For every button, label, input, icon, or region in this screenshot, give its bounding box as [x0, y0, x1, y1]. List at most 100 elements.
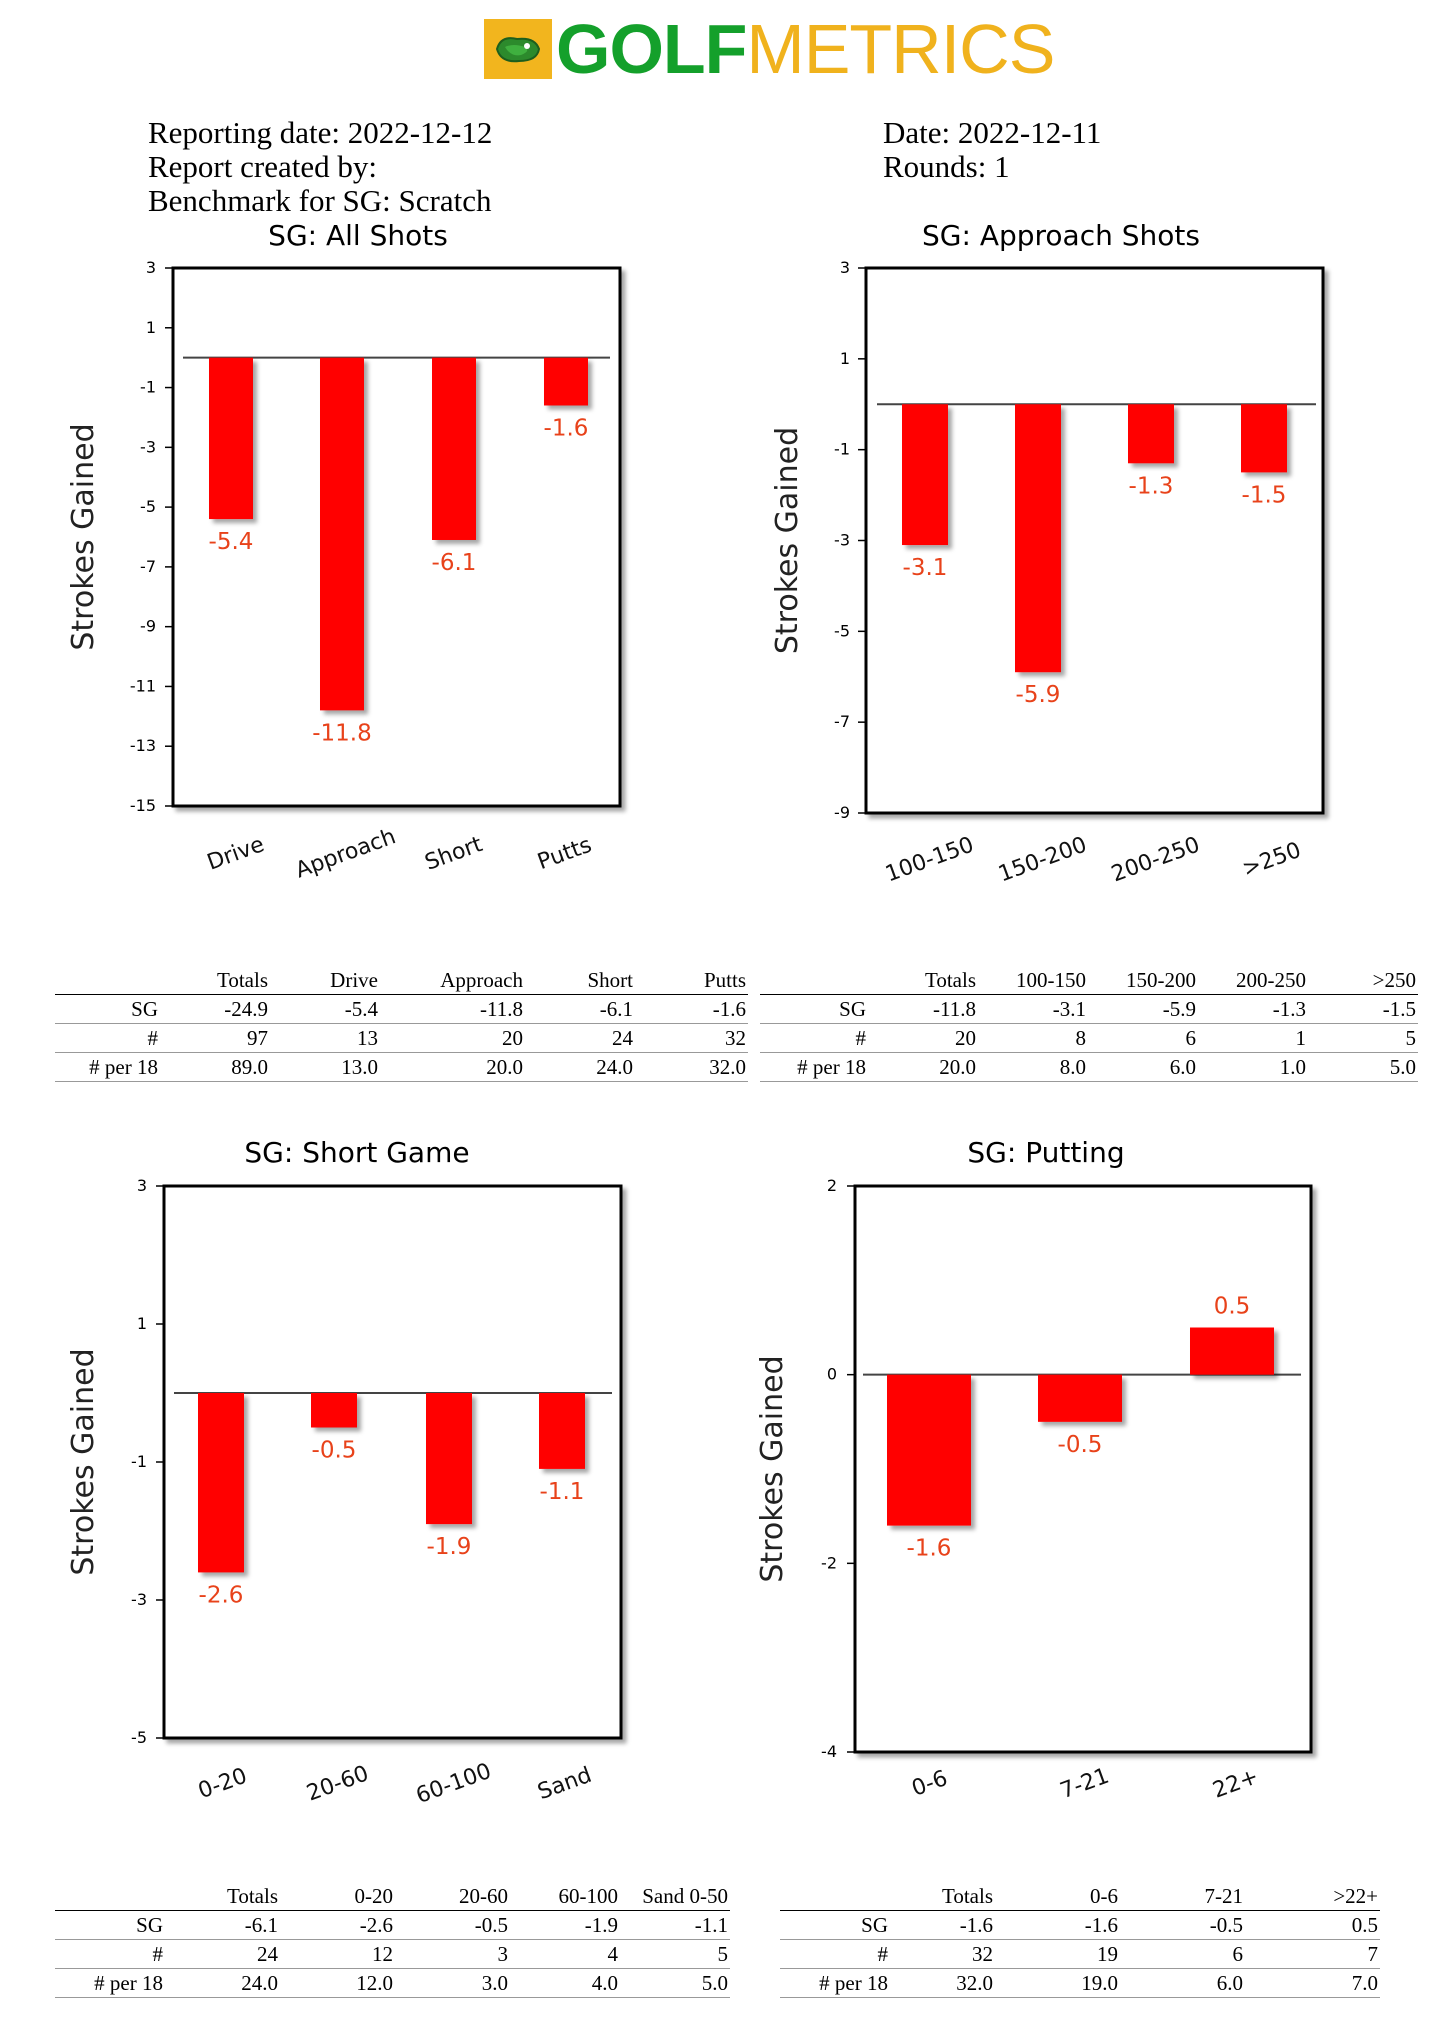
column-header: Approach	[380, 966, 525, 995]
y-tick-label: 1	[146, 318, 156, 337]
bar-0-20	[198, 1393, 244, 1573]
table-cell: 19.0	[995, 1968, 1120, 1998]
y-tick-label: 1	[137, 1314, 147, 1333]
column-header: Putts	[635, 966, 748, 995]
brand-metrics: METRICS	[746, 10, 1055, 88]
table-cell: -6.1	[525, 994, 635, 1024]
table-cell: 12.0	[280, 1968, 395, 1998]
table-putting: Totals 0-6 7-21 >22+ SG -1.6 -1.6 -0.5 0.5 #32 19 6…	[780, 1882, 1380, 1998]
y-tick-label: -3	[834, 531, 850, 550]
row-label: #	[760, 1023, 868, 1053]
table-row: # per 18 20.0 8.0 6.0 1.0 5.0	[760, 1052, 1418, 1082]
brand-golf: GOLF	[556, 10, 747, 88]
y-axis-label: Strokes Gained	[770, 427, 805, 654]
table-row: # per 18 32.0 19.0 6.0 7.0	[780, 1968, 1380, 1998]
y-tick-label: -1	[131, 1452, 147, 1471]
report-meta-right: Date: 2022-12-11 Rounds: 1	[883, 116, 1101, 184]
table-corner	[760, 966, 868, 995]
chart-title: SG: Putting	[967, 1136, 1124, 1169]
table-corner	[55, 1882, 165, 1911]
table-cell: 5.0	[620, 1968, 730, 1998]
y-tick-label: 3	[137, 1176, 147, 1195]
table-row: # per 18 24.0 12.0 3.0 4.0 5.0	[55, 1968, 730, 1998]
table-cell: -1.9	[510, 1910, 620, 1940]
table-cell: 6.0	[1088, 1052, 1198, 1082]
table-cell: -2.6	[280, 1910, 395, 1940]
table-cell: 20.0	[380, 1052, 525, 1082]
x-tick-label: 200-250	[1108, 832, 1203, 887]
table-cell: -11.8	[868, 994, 978, 1024]
bar-Sand	[539, 1393, 585, 1469]
column-header: Totals	[868, 966, 978, 995]
table-cell: -6.1	[165, 1910, 280, 1940]
table-cell: 4	[510, 1939, 620, 1969]
chart-approach-shots: SG: Approach Shots 3 1 -1 -3 -5 -7 -9 Strokes Ga…	[770, 219, 1325, 887]
report-created-by: Report created by:	[148, 149, 377, 184]
table-cell: 13	[270, 1023, 380, 1053]
bar-60-100	[426, 1393, 472, 1525]
chart-title: SG: Short Game	[244, 1136, 469, 1169]
chart-all-shots: SG: All Shots 3 1 -1 -3 -5 -7 -9 -11 -13 -15 Stroke…	[66, 219, 622, 884]
row-label: #	[55, 1023, 160, 1053]
column-header: 150-200	[1088, 966, 1198, 995]
golf-course-logo-icon	[484, 19, 552, 79]
column-header: >250	[1308, 966, 1418, 995]
table-cell: 20	[380, 1023, 525, 1053]
table-row: SG -1.6 -1.6 -0.5 0.5	[780, 1910, 1380, 1940]
chart-short-game: SG: Short Game 3 1 -1 -3 -5 Strokes Gained -2.6…	[66, 1136, 623, 1809]
table-cell: 20	[868, 1023, 978, 1053]
y-tick-label: -5	[140, 497, 156, 516]
table-cell: -1.3	[1198, 994, 1308, 1024]
table-all-shots: Totals Drive Approach Short Putts SG -24.9 -5.4…	[55, 966, 748, 1082]
data-label: -1.9	[427, 1534, 472, 1560]
table-header-row: Totals 0-20 20-60 60-100 Sand 0-50	[55, 1882, 730, 1911]
report-meta-left: Reporting date: 2022-12-12 Report create…	[148, 116, 492, 218]
table-cell: -1.5	[1308, 994, 1418, 1024]
table-cell: -0.5	[1120, 1910, 1245, 1940]
table-cell: 32.0	[635, 1052, 748, 1082]
y-axis-label: Strokes Gained	[66, 1348, 101, 1575]
y-tick-label: 1	[840, 349, 850, 368]
bar-7-21	[1038, 1374, 1122, 1422]
brand-wordmark: GOLFMETRICS	[556, 14, 1055, 84]
table-cell: -1.1	[620, 1910, 730, 1940]
table-row: #24 12 3 4 5	[55, 1939, 730, 1969]
x-tick-label: 150-200	[995, 832, 1090, 887]
table-cell: -3.1	[978, 994, 1088, 1024]
y-tick-label: 3	[146, 258, 156, 277]
table-cell: 1.0	[1198, 1052, 1308, 1082]
table-cell: 13.0	[270, 1052, 380, 1082]
row-label: #	[780, 1939, 890, 1969]
table-cell: 19	[995, 1939, 1120, 1969]
table-cell: 7.0	[1245, 1968, 1380, 1998]
table-cell: -11.8	[380, 994, 525, 1024]
table-cell: 6	[1120, 1939, 1245, 1969]
data-label: -1.6	[544, 415, 589, 441]
table-cell: 5	[1308, 1023, 1418, 1053]
data-label: -3.1	[903, 555, 948, 581]
table-cell: -24.9	[160, 994, 270, 1024]
row-label: #	[55, 1939, 165, 1969]
table-row: SG -11.8 -3.1 -5.9 -1.3 -1.5	[760, 994, 1418, 1024]
y-tick-label: -5	[131, 1728, 147, 1747]
row-label: SG	[780, 1910, 890, 1940]
row-label: SG	[55, 1910, 165, 1940]
y-tick-label: -15	[130, 796, 156, 815]
chart-title: SG: All Shots	[268, 219, 448, 252]
table-corner	[55, 966, 160, 995]
y-tick-label: 2	[827, 1176, 837, 1195]
y-tick-label: -2	[821, 1553, 837, 1572]
x-tick-label: 7-21	[1057, 1764, 1112, 1805]
table-cell: -5.4	[270, 994, 380, 1024]
data-label: -5.4	[209, 529, 254, 555]
data-label: -1.5	[1242, 482, 1287, 508]
reporting-date: Reporting date: 2022-12-12	[148, 115, 493, 150]
data-label: 0.5	[1214, 1294, 1251, 1320]
x-tick-label: 0-6	[909, 1766, 951, 1802]
y-tick-label: 0	[827, 1365, 837, 1384]
data-label: -6.1	[432, 550, 477, 576]
x-tick-label: Sand	[534, 1763, 595, 1805]
x-tick-label: 22+	[1210, 1764, 1262, 1803]
y-tick-label: 3	[840, 258, 850, 277]
